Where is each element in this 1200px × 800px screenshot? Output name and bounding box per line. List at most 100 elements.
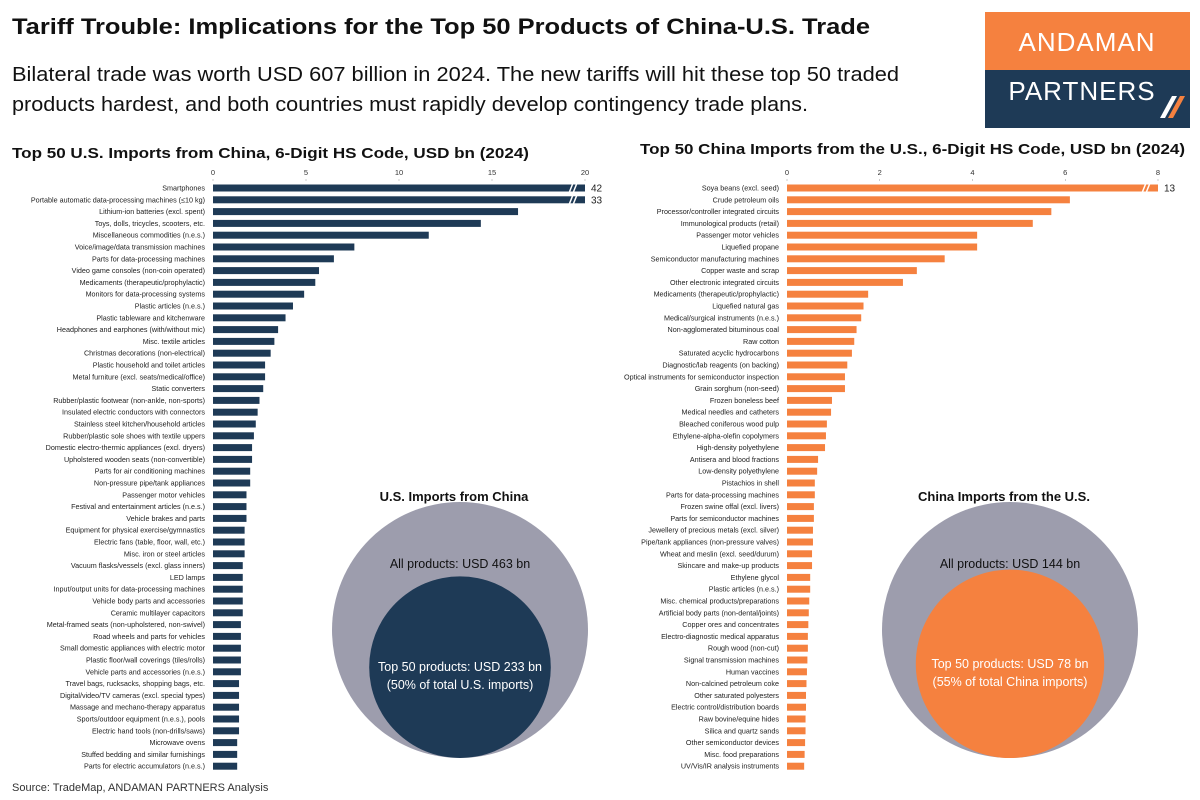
bar xyxy=(787,314,862,322)
source: Source: TradeMap, ANDAMAN PARTNERS Analy… xyxy=(12,782,269,794)
bar xyxy=(787,337,855,345)
bar xyxy=(213,644,241,652)
category-label: Human vaccines xyxy=(726,667,780,676)
category-label: Bleached coniferous wood pulp xyxy=(679,420,779,429)
category-label: Other saturated polyesters xyxy=(694,691,779,700)
bar xyxy=(213,326,279,334)
category-label: Passenger motor vehicles xyxy=(122,490,205,499)
bar xyxy=(787,479,815,487)
category-label: Electric fans (table, floor, wall, etc.) xyxy=(94,538,205,547)
bar xyxy=(787,503,814,511)
category-label: Misc. chemical products/preparations xyxy=(660,597,779,606)
bar xyxy=(787,632,808,640)
category-label: Electric control/distribution boards xyxy=(671,703,779,712)
category-label: Pipe/tank appliances (non-pressure valve… xyxy=(641,538,779,547)
total-label: All products: USD 463 bn xyxy=(390,557,530,571)
bar xyxy=(213,385,264,393)
axis-break xyxy=(572,194,578,206)
category-label: Equipment for physical exercise/gymnasti… xyxy=(66,526,206,535)
bar xyxy=(787,739,806,747)
bar xyxy=(787,255,945,263)
bar xyxy=(213,573,243,581)
bar xyxy=(213,609,243,617)
bar xyxy=(787,420,827,428)
category-label: Christmas decorations (non-electrical) xyxy=(84,349,205,358)
category-label: Microwave ovens xyxy=(149,738,205,747)
x-tick-label: 6 xyxy=(1063,168,1067,177)
category-label: Voice/image/data transmission machines xyxy=(75,243,206,252)
bar xyxy=(787,514,814,522)
category-label: Rubber/plastic sole shoes with textile u… xyxy=(63,431,205,440)
bar xyxy=(787,349,852,357)
x-tick-label: 20 xyxy=(581,168,589,177)
bar xyxy=(213,290,305,298)
bar xyxy=(787,526,813,534)
bar xyxy=(787,231,978,239)
bar xyxy=(787,184,1158,192)
category-label: Parts for semiconductor machines xyxy=(670,514,779,523)
bar xyxy=(787,396,832,404)
category-label: Skincare and make-up products xyxy=(678,561,780,570)
bar xyxy=(787,585,811,593)
x-tick-label: 8 xyxy=(1156,168,1160,177)
category-label: Medicaments (therapeutic/prophylactic) xyxy=(654,290,779,299)
category-label: Headphones and earphones (with/without m… xyxy=(57,325,205,334)
bar xyxy=(213,715,240,723)
category-label: Saturated acyclic hydrocarbons xyxy=(679,349,780,358)
bar xyxy=(787,750,805,758)
logo-top-box xyxy=(985,12,1190,70)
bar xyxy=(213,503,247,511)
category-label: Sports/outdoor equipment (n.e.s.), pools xyxy=(77,715,206,724)
total-label: All products: USD 144 bn xyxy=(940,557,1080,571)
category-label: Misc. food preparations xyxy=(704,750,779,759)
bar xyxy=(213,514,247,522)
category-label: Wheat and meslin (excl. seed/durum) xyxy=(660,549,779,558)
bar xyxy=(787,597,810,605)
category-label: LED lamps xyxy=(170,573,206,582)
bar xyxy=(213,668,241,676)
logo-stripe xyxy=(1160,96,1177,118)
bar xyxy=(213,550,245,558)
category-label: Copper ores and concentrates xyxy=(682,620,779,629)
bar xyxy=(213,597,243,605)
bar xyxy=(213,526,245,534)
page-title: Tariff Trouble: Implications for the Top… xyxy=(12,14,870,39)
bar xyxy=(787,219,1033,227)
logo-text: ANDAMAN xyxy=(1018,27,1155,57)
bar xyxy=(213,219,481,227)
bar xyxy=(787,444,826,452)
category-label: Monitors for data-processing systems xyxy=(86,290,206,299)
category-label: Processor/controller integrated circuits xyxy=(657,207,780,216)
subtitle-line: Bilateral trade was worth USD 607 billio… xyxy=(12,64,899,86)
logo-stripe xyxy=(1168,96,1185,118)
bar xyxy=(213,727,240,735)
logo: ANDAMAN PARTNERS xyxy=(985,12,1190,128)
bar xyxy=(787,550,813,558)
category-label: Frozen boneless beef xyxy=(710,396,779,405)
category-label: Digital/video/TV cameras (excl. special … xyxy=(60,691,205,700)
category-label: High-density polyethylene xyxy=(697,443,779,452)
top50-circle xyxy=(369,576,551,758)
category-label: Medical/surgical instruments (n.e.s.) xyxy=(664,313,779,322)
bar xyxy=(787,408,832,416)
category-label: Plastic household and toilet articles xyxy=(93,361,206,370)
category-label: Smartphones xyxy=(162,184,205,193)
category-label: Vehicle body parts and accessories xyxy=(92,597,205,606)
category-label: Plastic articles (n.e.s.) xyxy=(709,585,779,594)
bar xyxy=(787,196,1070,204)
category-label: Liquefied natural gas xyxy=(712,302,779,311)
category-label: Video game consoles (non-coin operated) xyxy=(72,266,205,275)
category-label: Jewellery of precious metals (excl. silv… xyxy=(648,526,779,535)
top50-label: Top 50 products: USD 233 bn xyxy=(378,660,542,674)
category-label: Ceramic multilayer capacitors xyxy=(111,608,206,617)
bar xyxy=(787,609,809,617)
category-label: UV/Vis/IR analysis instruments xyxy=(681,762,780,771)
category-label: Signal transmission machines xyxy=(684,656,779,665)
value-label: 33 xyxy=(591,195,603,206)
logo-bottom-box xyxy=(985,70,1190,128)
bar xyxy=(213,314,286,322)
axis-break xyxy=(568,182,574,194)
category-label: Artificial body parts (non-dental/joints… xyxy=(659,608,779,617)
x-tick-label: 5 xyxy=(304,168,308,177)
bar xyxy=(213,231,429,239)
